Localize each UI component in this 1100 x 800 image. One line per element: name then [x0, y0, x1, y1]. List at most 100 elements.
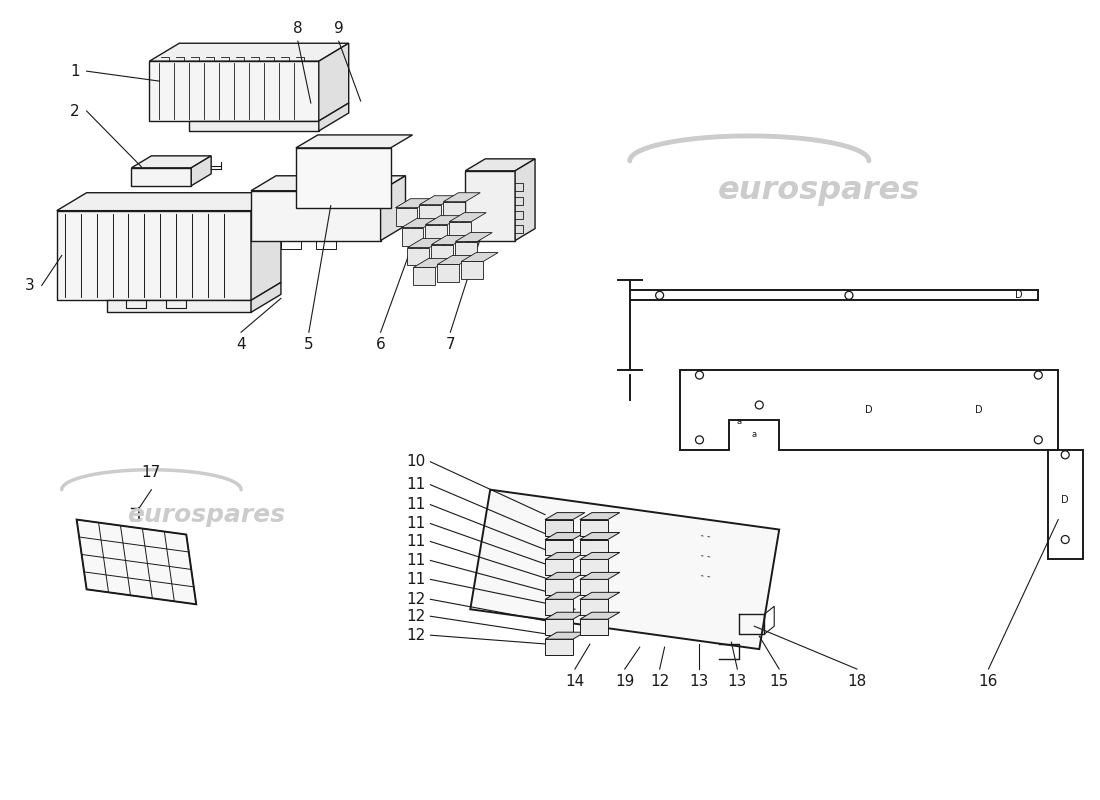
Polygon shape: [414, 267, 436, 286]
Polygon shape: [544, 619, 573, 635]
Polygon shape: [132, 156, 211, 168]
Text: 1: 1: [70, 64, 79, 78]
Text: 11: 11: [406, 553, 426, 568]
Text: 4: 4: [236, 338, 246, 352]
Polygon shape: [443, 193, 481, 202]
Polygon shape: [381, 176, 406, 241]
Text: 3: 3: [25, 278, 35, 293]
Polygon shape: [515, 159, 535, 241]
Polygon shape: [431, 245, 453, 262]
Ellipse shape: [354, 186, 366, 193]
Polygon shape: [465, 159, 535, 170]
Text: 18: 18: [847, 674, 867, 689]
Polygon shape: [455, 242, 477, 259]
Polygon shape: [296, 148, 390, 208]
Text: 6: 6: [376, 338, 385, 352]
Polygon shape: [544, 533, 585, 539]
Text: 11: 11: [406, 534, 426, 549]
Ellipse shape: [354, 157, 366, 163]
Polygon shape: [419, 196, 456, 205]
Ellipse shape: [310, 157, 322, 163]
Polygon shape: [544, 553, 585, 559]
Text: 11: 11: [406, 572, 426, 587]
Polygon shape: [544, 539, 573, 555]
Polygon shape: [580, 619, 608, 635]
Polygon shape: [396, 198, 432, 208]
Polygon shape: [189, 121, 319, 131]
Polygon shape: [450, 213, 486, 222]
Polygon shape: [77, 519, 196, 604]
Polygon shape: [251, 190, 381, 241]
Text: 16: 16: [979, 674, 998, 689]
Text: D: D: [1062, 494, 1069, 505]
Polygon shape: [319, 103, 349, 131]
Polygon shape: [426, 216, 462, 225]
Text: 8: 8: [293, 22, 303, 36]
Polygon shape: [251, 282, 280, 312]
Text: a: a: [737, 418, 741, 426]
Text: eurospares: eurospares: [128, 502, 285, 526]
Text: 12: 12: [406, 609, 426, 624]
Polygon shape: [580, 519, 608, 535]
Polygon shape: [419, 205, 441, 222]
Polygon shape: [407, 247, 429, 266]
Text: 19: 19: [615, 674, 635, 689]
Text: 5: 5: [304, 338, 313, 352]
Polygon shape: [407, 238, 444, 247]
Text: eurospares: eurospares: [718, 175, 921, 206]
Polygon shape: [465, 170, 515, 241]
Text: 10: 10: [406, 454, 426, 470]
Polygon shape: [544, 519, 573, 535]
Polygon shape: [438, 265, 460, 282]
Text: 12: 12: [406, 628, 426, 642]
Text: 13: 13: [728, 674, 747, 689]
Polygon shape: [580, 592, 619, 599]
Polygon shape: [150, 61, 319, 121]
Text: 12: 12: [650, 674, 669, 689]
Text: D: D: [1014, 290, 1022, 300]
Polygon shape: [461, 262, 483, 279]
Polygon shape: [251, 176, 406, 190]
Ellipse shape: [310, 167, 322, 173]
Text: 9: 9: [334, 22, 343, 36]
Text: D: D: [865, 405, 872, 415]
Text: 12: 12: [406, 592, 426, 607]
Text: - -: - -: [700, 570, 711, 582]
Polygon shape: [471, 490, 779, 649]
Polygon shape: [296, 135, 412, 148]
Text: 11: 11: [406, 478, 426, 492]
Text: 11: 11: [406, 497, 426, 512]
Polygon shape: [426, 225, 448, 242]
Polygon shape: [544, 579, 573, 595]
Polygon shape: [580, 539, 608, 555]
Polygon shape: [580, 612, 619, 619]
Polygon shape: [580, 579, 608, 595]
Polygon shape: [455, 233, 492, 242]
Polygon shape: [443, 202, 465, 220]
Ellipse shape: [310, 186, 322, 193]
Ellipse shape: [310, 177, 322, 182]
Text: 11: 11: [406, 516, 426, 531]
Polygon shape: [580, 572, 619, 579]
Polygon shape: [251, 193, 280, 300]
Ellipse shape: [310, 197, 322, 202]
Polygon shape: [402, 218, 439, 228]
Polygon shape: [132, 168, 191, 186]
Polygon shape: [544, 572, 585, 579]
Text: - -: - -: [700, 550, 711, 562]
Polygon shape: [544, 559, 573, 575]
Text: 13: 13: [690, 674, 710, 689]
Polygon shape: [580, 513, 619, 519]
Polygon shape: [544, 612, 585, 619]
Polygon shape: [431, 235, 469, 245]
Ellipse shape: [354, 197, 366, 202]
Polygon shape: [544, 639, 573, 655]
Polygon shape: [150, 43, 349, 61]
Polygon shape: [107, 300, 251, 312]
Polygon shape: [402, 228, 424, 246]
Text: 14: 14: [565, 674, 584, 689]
Polygon shape: [461, 253, 498, 262]
Polygon shape: [580, 533, 619, 539]
Text: 2: 2: [70, 103, 79, 118]
Polygon shape: [319, 43, 349, 121]
